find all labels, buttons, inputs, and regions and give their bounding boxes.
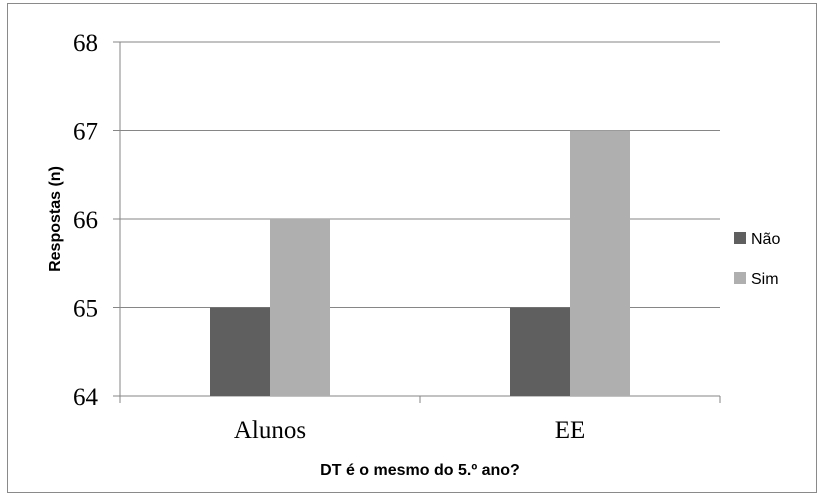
x-axis-tick-labels: Alunos EE (234, 417, 585, 444)
y-axis-title: Respostas (n) (47, 166, 64, 272)
legend-label: Sim (751, 271, 779, 288)
legend-swatch (734, 272, 746, 284)
y-tick-label: 66 (73, 207, 98, 234)
y-tick-label: 65 (73, 296, 98, 323)
y-tick-label: 67 (73, 119, 98, 146)
legend-label: Não (751, 231, 780, 248)
x-tick-label: EE (555, 417, 586, 444)
bars (210, 130, 630, 396)
y-tick-label: 64 (73, 384, 99, 411)
legend-swatch (734, 232, 746, 244)
chart-frame (7, 3, 817, 493)
bar-n-o-alunos (210, 307, 270, 396)
y-axis-tick-labels: 64 65 66 67 68 (73, 30, 99, 411)
bar-n-o-ee (510, 307, 570, 396)
bar-sim-alunos (270, 219, 330, 396)
x-tick-label: Alunos (234, 417, 306, 444)
legend: Não Sim (734, 231, 780, 288)
y-tick-label: 68 (73, 30, 98, 57)
x-axis-title: DT é o mesmo do 5.º ano? (320, 462, 520, 479)
bar-sim-ee (570, 130, 630, 396)
